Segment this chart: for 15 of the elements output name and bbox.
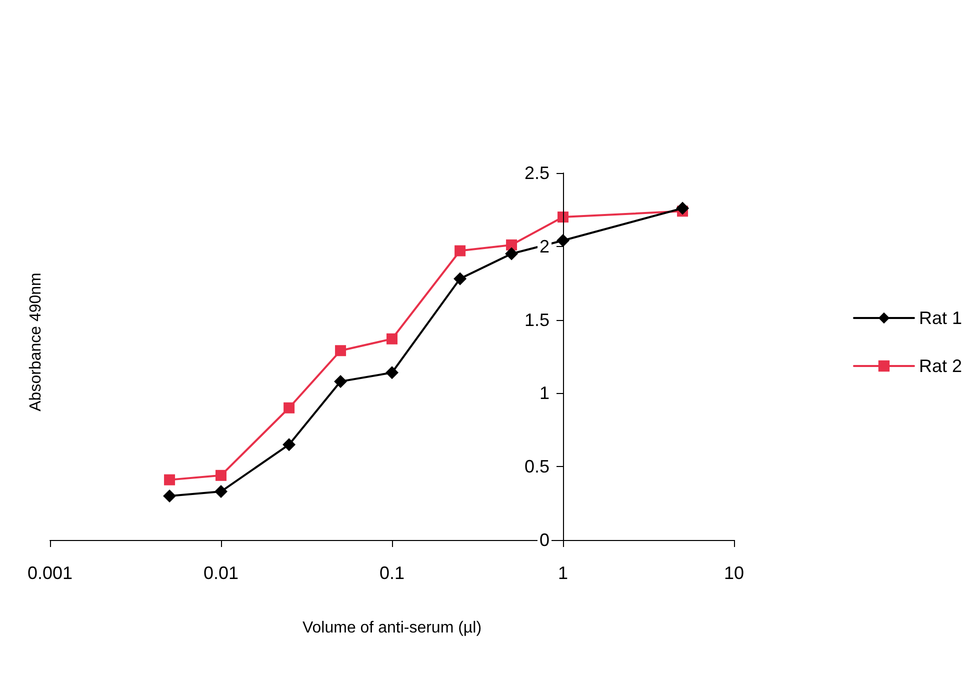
y-axis-title: Absorbance 490nm [28,272,44,412]
y-tick-label: 1.5 [524,310,550,330]
x-tick-label: 1 [558,563,568,583]
y-tick-label: 1 [539,383,550,404]
legend-label: Rat 2 [918,356,962,376]
x-tick-label: 10 [724,563,744,583]
x-tick-label: 0.001 [27,563,73,583]
legend-label: Rat 1 [918,308,962,328]
y-tick-label: 0.5 [524,456,550,477]
y-tick-label: 2.5 [524,163,550,183]
y-tick-label: 0 [539,530,550,550]
x-tick-label: 0.1 [379,563,405,583]
x-tick-label: 0.01 [203,563,239,583]
x-axis-title: Volume of anti-serum (µl) [302,620,482,636]
y-tick-label: 2 [539,236,550,256]
